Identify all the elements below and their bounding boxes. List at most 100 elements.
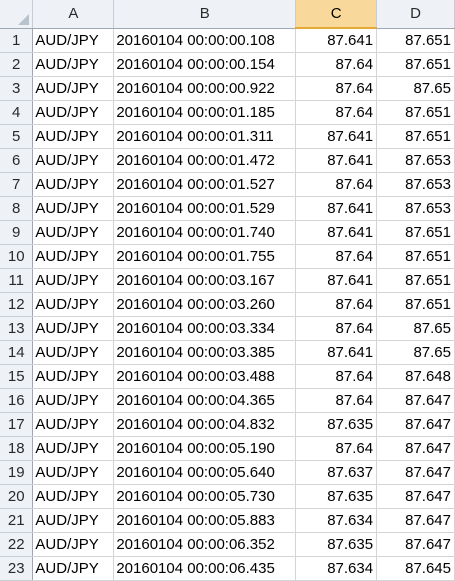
cell-bid[interactable]: 87.634 [295,556,378,581]
column-header-d[interactable]: D [376,0,455,29]
cell-pair[interactable]: AUD/JPY [32,172,115,197]
cell-ask[interactable]: 87.651 [376,220,455,245]
cell-timestamp[interactable]: 20160104 00:00:05.730 [113,484,297,509]
cell-ask[interactable]: 87.653 [376,196,455,221]
cell-bid[interactable]: 87.641 [295,148,378,173]
cell-pair[interactable]: AUD/JPY [32,148,115,173]
cell-ask[interactable]: 87.65 [376,316,455,341]
row-header[interactable]: 9 [0,220,34,245]
cell-bid[interactable]: 87.64 [295,364,378,389]
row-header[interactable]: 11 [0,268,34,293]
cell-ask[interactable]: 87.651 [376,268,455,293]
cell-pair[interactable]: AUD/JPY [32,100,115,125]
cell-timestamp[interactable]: 20160104 00:00:01.527 [113,172,297,197]
cell-pair[interactable]: AUD/JPY [32,76,115,101]
cell-ask[interactable]: 87.647 [376,436,455,461]
cell-timestamp[interactable]: 20160104 00:00:01.755 [113,244,297,269]
cell-bid[interactable]: 87.641 [295,340,378,365]
cell-pair[interactable]: AUD/JPY [32,508,115,533]
cell-timestamp[interactable]: 20160104 00:00:01.311 [113,124,297,149]
cell-timestamp[interactable]: 20160104 00:00:03.488 [113,364,297,389]
cell-ask[interactable]: 87.647 [376,532,455,557]
cell-pair[interactable]: AUD/JPY [32,28,115,53]
cell-pair[interactable]: AUD/JPY [32,316,115,341]
cell-bid[interactable]: 87.641 [295,124,378,149]
cell-timestamp[interactable]: 20160104 00:00:01.740 [113,220,297,245]
cell-ask[interactable]: 87.65 [376,340,455,365]
row-header[interactable]: 4 [0,100,34,125]
cell-bid[interactable]: 87.64 [295,100,378,125]
cell-ask[interactable]: 87.651 [376,28,455,53]
column-header-a[interactable]: A [32,0,115,29]
cell-ask[interactable]: 87.651 [376,292,455,317]
cell-timestamp[interactable]: 20160104 00:00:04.832 [113,412,297,437]
cell-pair[interactable]: AUD/JPY [32,196,115,221]
cell-pair[interactable]: AUD/JPY [32,244,115,269]
row-header[interactable]: 10 [0,244,34,269]
cell-ask[interactable]: 87.653 [376,172,455,197]
cell-pair[interactable]: AUD/JPY [32,268,115,293]
cell-ask[interactable]: 87.647 [376,412,455,437]
cell-timestamp[interactable]: 20160104 00:00:05.883 [113,508,297,533]
row-header[interactable]: 7 [0,172,34,197]
cell-bid[interactable]: 87.64 [295,52,378,77]
cell-pair[interactable]: AUD/JPY [32,436,115,461]
cell-pair[interactable]: AUD/JPY [32,124,115,149]
cell-ask[interactable]: 87.651 [376,244,455,269]
cell-pair[interactable]: AUD/JPY [32,412,115,437]
cell-timestamp[interactable]: 20160104 00:00:05.640 [113,460,297,485]
cell-bid[interactable]: 87.641 [295,196,378,221]
cell-timestamp[interactable]: 20160104 00:00:03.334 [113,316,297,341]
cell-bid[interactable]: 87.641 [295,220,378,245]
cell-ask[interactable]: 87.653 [376,148,455,173]
row-header[interactable]: 14 [0,340,34,365]
row-header[interactable]: 21 [0,508,34,533]
row-header[interactable]: 8 [0,196,34,221]
cell-pair[interactable]: AUD/JPY [32,460,115,485]
row-header[interactable]: 23 [0,556,34,581]
row-header[interactable]: 15 [0,364,34,389]
cell-bid[interactable]: 87.64 [295,76,378,101]
cell-timestamp[interactable]: 20160104 00:00:04.365 [113,388,297,413]
cell-bid[interactable]: 87.64 [295,316,378,341]
cell-timestamp[interactable]: 20160104 00:00:00.108 [113,28,297,53]
cell-timestamp[interactable]: 20160104 00:00:03.260 [113,292,297,317]
row-header[interactable]: 16 [0,388,34,413]
row-header[interactable]: 19 [0,460,34,485]
cell-ask[interactable]: 87.651 [376,100,455,125]
cell-bid[interactable]: 87.635 [295,532,378,557]
cell-bid[interactable]: 87.64 [295,388,378,413]
cell-bid[interactable]: 87.64 [295,292,378,317]
column-header-c[interactable]: C [295,0,378,29]
cell-ask[interactable]: 87.647 [376,388,455,413]
cell-ask[interactable]: 87.648 [376,364,455,389]
row-header[interactable]: 5 [0,124,34,149]
cell-timestamp[interactable]: 20160104 00:00:00.922 [113,76,297,101]
cell-pair[interactable]: AUD/JPY [32,52,115,77]
cell-bid[interactable]: 87.635 [295,484,378,509]
cell-timestamp[interactable]: 20160104 00:00:03.385 [113,340,297,365]
cell-pair[interactable]: AUD/JPY [32,556,115,581]
cell-bid[interactable]: 87.635 [295,412,378,437]
cell-bid[interactable]: 87.64 [295,172,378,197]
cell-pair[interactable]: AUD/JPY [32,220,115,245]
cell-timestamp[interactable]: 20160104 00:00:06.435 [113,556,297,581]
row-header[interactable]: 3 [0,76,34,101]
cell-pair[interactable]: AUD/JPY [32,340,115,365]
cell-timestamp[interactable]: 20160104 00:00:06.352 [113,532,297,557]
cell-pair[interactable]: AUD/JPY [32,532,115,557]
cell-timestamp[interactable]: 20160104 00:00:05.190 [113,436,297,461]
row-header[interactable]: 17 [0,412,34,437]
cell-ask[interactable]: 87.65 [376,76,455,101]
cell-bid[interactable]: 87.64 [295,244,378,269]
cell-bid[interactable]: 87.641 [295,268,378,293]
row-header[interactable]: 12 [0,292,34,317]
row-header[interactable]: 13 [0,316,34,341]
row-header[interactable]: 20 [0,484,34,509]
column-header-b[interactable]: B [113,0,297,29]
row-header[interactable]: 6 [0,148,34,173]
row-header[interactable]: 1 [0,28,34,53]
cell-ask[interactable]: 87.651 [376,52,455,77]
select-all-corner[interactable] [0,0,34,29]
cell-pair[interactable]: AUD/JPY [32,364,115,389]
